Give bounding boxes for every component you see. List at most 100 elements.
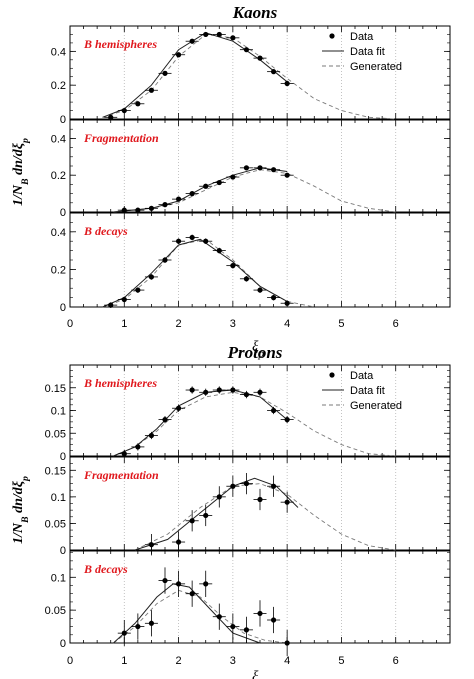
legend-data-marker: [329, 372, 335, 378]
data-point: [189, 38, 195, 44]
data-point: [230, 483, 236, 489]
generated-curve: [113, 589, 288, 644]
panel-label: B hemispheres: [83, 376, 157, 390]
data-point: [121, 207, 127, 213]
x-tick-label: 5: [338, 655, 344, 667]
y-tick-label: 0: [60, 207, 66, 219]
data-point: [216, 387, 222, 393]
legend-label: Data: [350, 31, 374, 43]
data-point: [270, 617, 277, 623]
x-tick-label: 0: [67, 318, 73, 330]
data-point: [216, 179, 222, 186]
data-point: [257, 610, 263, 617]
data-point: [284, 417, 290, 423]
data-point: [216, 614, 222, 620]
data-point: [162, 257, 168, 263]
legend-label: Data fit: [350, 385, 385, 397]
data-point: [230, 174, 236, 180]
y-tick-label: 0.4: [51, 227, 66, 239]
y-tick-label: 0.1: [51, 572, 66, 584]
legend: Data Data fit Generated: [322, 370, 402, 412]
legend-data-marker: [329, 33, 335, 39]
x-axis-label: ξp: [252, 669, 264, 679]
data-point: [148, 432, 155, 439]
data-point: [108, 114, 114, 120]
y-axis-label: 1/NB dn/dξp: [11, 476, 31, 544]
data-point: [230, 35, 236, 41]
data-point: [203, 31, 209, 38]
data-point: [203, 183, 209, 189]
y-tick-label: 0.4: [51, 133, 66, 145]
data-point: [284, 640, 290, 646]
data-point: [135, 207, 141, 213]
y-tick-label: 0: [60, 114, 66, 126]
x-tick-label: 5: [338, 318, 344, 330]
generated-curve: [134, 483, 396, 551]
data-point: [189, 234, 195, 241]
panel-b-decays: 0 0.2 0.4 B decays: [51, 212, 451, 314]
y-tick-label: 0.05: [45, 518, 66, 530]
panel-b-decays: 0 0.05 0.1 B decays: [45, 550, 451, 657]
data-point: [162, 577, 168, 584]
panel-b-hemispheres: 0 0.2 0.4 B hemispheres Data Data fit Generate…: [51, 25, 451, 126]
x-tick-label: 4: [284, 655, 290, 667]
panel-label: B decays: [83, 224, 128, 238]
panel-fragmentation: 0 0.2 0.4 Fragmentation: [51, 119, 451, 219]
data-point: [230, 263, 236, 269]
generated-curve: [102, 238, 315, 308]
data-point: [189, 191, 195, 197]
data-point: [148, 87, 155, 93]
data-point: [216, 248, 222, 254]
y-tick-label: 0: [60, 638, 66, 650]
data-point: [135, 444, 141, 450]
data-point: [230, 387, 236, 393]
data-point: [243, 391, 250, 398]
data-point: [257, 496, 263, 503]
data-point: [243, 165, 250, 171]
y-tick-label: 0.2: [51, 80, 66, 92]
data-point: [121, 630, 127, 636]
data-point: [175, 196, 182, 202]
legend-label: Data fit: [350, 46, 385, 58]
data-point: [270, 167, 277, 173]
x-tick-label: 3: [230, 318, 236, 330]
y-axis-label: 1/NB dn/dξp: [11, 138, 31, 206]
data-point: [216, 31, 222, 38]
data-point: [270, 69, 277, 75]
x-tick-label: 2: [176, 318, 182, 330]
data-point: [257, 55, 263, 61]
data-point: [270, 483, 277, 489]
y-tick-label: 0.05: [45, 605, 66, 617]
data-fit-curve: [102, 238, 288, 308]
data-point: [162, 70, 168, 76]
x-tick-label: 3: [230, 655, 236, 667]
data-point: [257, 389, 263, 395]
data-point: [203, 581, 209, 587]
y-tick-label: 0: [60, 302, 66, 314]
data-point: [284, 80, 290, 87]
panel-label: Fragmentation: [83, 131, 159, 145]
y-tick-label: 0.4: [51, 46, 66, 58]
data-point: [284, 172, 290, 178]
data-point: [148, 274, 155, 280]
y-tick-label: 0: [60, 451, 66, 463]
data-point: [135, 101, 141, 107]
data-point: [189, 591, 195, 597]
data-point: [257, 165, 263, 171]
data-point: [203, 512, 209, 519]
chart-protons: Protons 1/NB dn/dξp ξp 0 1 2 3 4 5 6 0 0.05 0.1 0.15 B…: [11, 343, 451, 679]
panel-fragmentation: 0 0.05 0.1 0.15 Fragmentation: [45, 456, 451, 557]
y-tick-label: 0: [60, 545, 66, 557]
panel-label: B hemispheres: [83, 37, 157, 51]
data-point: [216, 494, 222, 500]
legend-label: Data: [350, 370, 374, 382]
chart-title: Protons: [227, 343, 283, 362]
data-point: [121, 107, 127, 114]
data-point: [203, 389, 209, 395]
data-point: [230, 623, 236, 630]
data-fit-curve: [113, 389, 288, 457]
data-point: [243, 627, 250, 633]
generated-curve: [113, 169, 396, 213]
data-point: [203, 238, 209, 244]
data-point: [270, 295, 277, 301]
